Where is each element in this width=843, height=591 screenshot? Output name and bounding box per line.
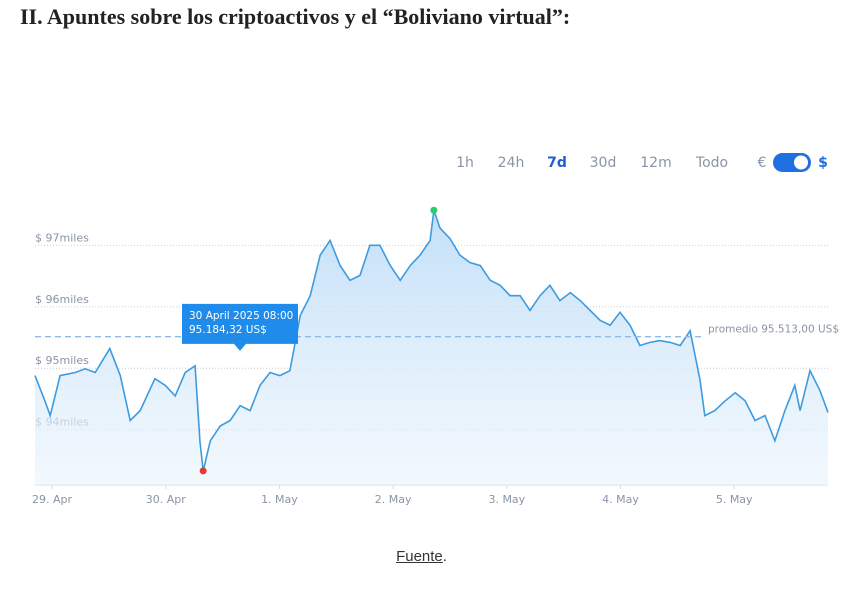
tooltip-box — [182, 303, 298, 351]
x-tick-label: 29. Apr — [32, 493, 72, 506]
max-dot — [430, 206, 438, 214]
x-tick-label: 5. May — [716, 493, 753, 506]
source-dot: . — [442, 548, 447, 565]
currency-dollar[interactable]: $ — [818, 155, 828, 171]
range-button[interactable]: 7d — [547, 155, 567, 171]
tooltip-value: 95.184,32 US$ — [189, 324, 267, 336]
average-label: promedio 95.513,00 US$ — [708, 324, 839, 336]
range-button[interactable]: 12m — [640, 155, 671, 171]
y-tick-label: $ 97miles — [35, 231, 89, 244]
currency-euro[interactable]: € — [758, 155, 767, 171]
area-fill — [35, 210, 828, 486]
x-tick-label: 1. May — [261, 493, 298, 506]
min-dot — [199, 467, 207, 475]
toggle-knob — [794, 155, 808, 170]
tooltip-title: 30 April 2025 08:00 — [189, 310, 293, 322]
x-tick-label: 2. May — [375, 493, 412, 506]
x-tick-label: 30. Apr — [146, 493, 186, 506]
x-tick-label: 3. May — [488, 493, 525, 506]
range-button[interactable]: 1h — [456, 155, 474, 171]
y-tick-label: $ 96miles — [35, 293, 89, 306]
source-link[interactable]: Fuente — [396, 548, 443, 565]
x-tick-label: 4. May — [602, 493, 639, 506]
range-button[interactable]: 30d — [590, 155, 617, 171]
range-button[interactable]: Todo — [695, 155, 728, 171]
source: Fuente. — [0, 548, 843, 565]
range-button[interactable]: 24h — [498, 155, 525, 171]
y-tick-label: $ 95miles — [35, 354, 89, 367]
heading: II. Apuntes sobre los criptoactivos y el… — [20, 4, 571, 29]
